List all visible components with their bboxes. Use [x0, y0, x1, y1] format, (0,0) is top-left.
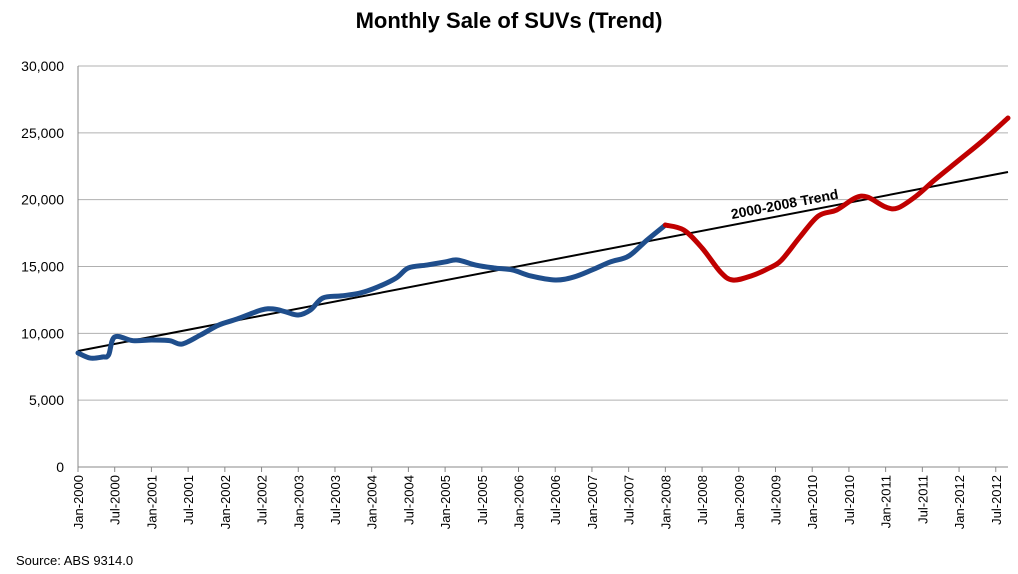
x-tick-label: Jul-2003: [328, 475, 343, 525]
x-tick-label: Jan-2011: [879, 475, 894, 528]
x-tick-label: Jan-2007: [585, 475, 600, 529]
series-line-2000-2008: [75, 222, 668, 361]
x-tick-label: Jan-2010: [805, 475, 820, 529]
y-tick-label: 0: [56, 459, 64, 475]
x-tick-label: Jan-2000: [71, 475, 86, 529]
x-tick-label: Jul-2010: [842, 475, 857, 525]
y-tick-label: 5,000: [29, 392, 64, 408]
chart-title: Monthly Sale of SUVs (Trend): [355, 8, 663, 33]
x-tick-label: Jan-2012: [952, 475, 967, 529]
x-tick-label: Jul-2001: [181, 475, 196, 525]
y-tick-label: 15,000: [21, 259, 64, 275]
x-tick-label: Jul-2011: [915, 475, 930, 524]
x-tick-label: Jul-2004: [401, 475, 416, 525]
x-tick-label: Jul-2007: [622, 475, 637, 525]
x-tick-label: Jan-2005: [438, 475, 453, 529]
x-tick-label: Jan-2004: [365, 475, 380, 529]
x-tick-label: Jan-2003: [291, 475, 306, 529]
source-note: Source: ABS 9314.0: [16, 553, 134, 568]
x-tick-label: Jan-2008: [658, 475, 673, 529]
y-tick-label: 25,000: [21, 125, 64, 141]
x-tick-label: Jul-2002: [255, 475, 270, 525]
x-tick-label: Jul-2000: [108, 475, 123, 525]
series-line-2008-2012: [662, 115, 1011, 283]
trendline-label: 2000-2008 Trend: [730, 186, 840, 222]
x-tick-label: Jul-2008: [695, 475, 710, 525]
y-tick-label: 20,000: [21, 192, 64, 208]
x-tick-label: Jan-2002: [218, 475, 233, 529]
y-tick-label: 30,000: [21, 58, 64, 74]
x-tick-label: Jan-2009: [732, 475, 747, 529]
x-tick-label: Jan-2001: [144, 475, 159, 529]
y-tick-label: 10,000: [21, 325, 64, 341]
x-tick-label: Jul-2006: [548, 475, 563, 525]
x-tick-label: Jul-2012: [989, 475, 1004, 525]
x-tick-label: Jan-2006: [512, 475, 527, 529]
x-tick-label: Jul-2009: [769, 475, 784, 525]
x-tick-label: Jul-2005: [475, 475, 490, 525]
